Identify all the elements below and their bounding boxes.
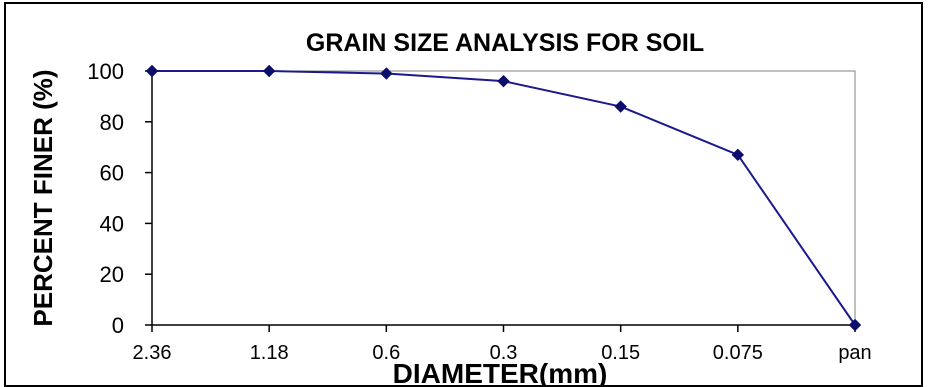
x-tick-label: 2.36 <box>133 342 172 364</box>
y-tick-label: 20 <box>100 262 124 287</box>
y-tick-label: 0 <box>112 313 124 338</box>
x-tick-label: 0.6 <box>372 342 400 364</box>
data-point-marker <box>380 67 393 80</box>
y-tick-label: 80 <box>100 110 124 135</box>
y-tick-label: 60 <box>100 161 124 186</box>
x-axis-title: DIAMETER(mm) <box>393 358 608 387</box>
y-tick-label: 40 <box>100 211 124 236</box>
x-axis-ticks: 2.36 1.18 0.6 0.3 0.15 0.075 pan <box>133 325 872 364</box>
plot-area <box>151 70 856 326</box>
data-point-marker <box>145 64 159 78</box>
data-point-marker <box>497 74 510 88</box>
x-tick-label: 0.15 <box>601 342 640 364</box>
y-tick-label: 100 <box>87 59 124 84</box>
x-tick-label: 0.075 <box>713 342 763 364</box>
data-point-marker <box>731 148 745 162</box>
chart-title: GRAIN SIZE ANALYSIS FOR SOIL <box>306 29 704 57</box>
series-layer <box>145 64 862 332</box>
data-point-marker <box>614 100 627 113</box>
data-point-marker <box>848 318 862 332</box>
x-tick-label: 0.3 <box>490 342 518 364</box>
y-axis-ticks: 100 80 60 40 20 0 <box>87 59 152 338</box>
y-axis-title: PERCENT FINER (%) <box>28 69 58 326</box>
x-tick-label: pan <box>838 342 871 364</box>
data-point-marker <box>262 64 276 78</box>
x-tick-label: 1.18 <box>250 342 289 364</box>
